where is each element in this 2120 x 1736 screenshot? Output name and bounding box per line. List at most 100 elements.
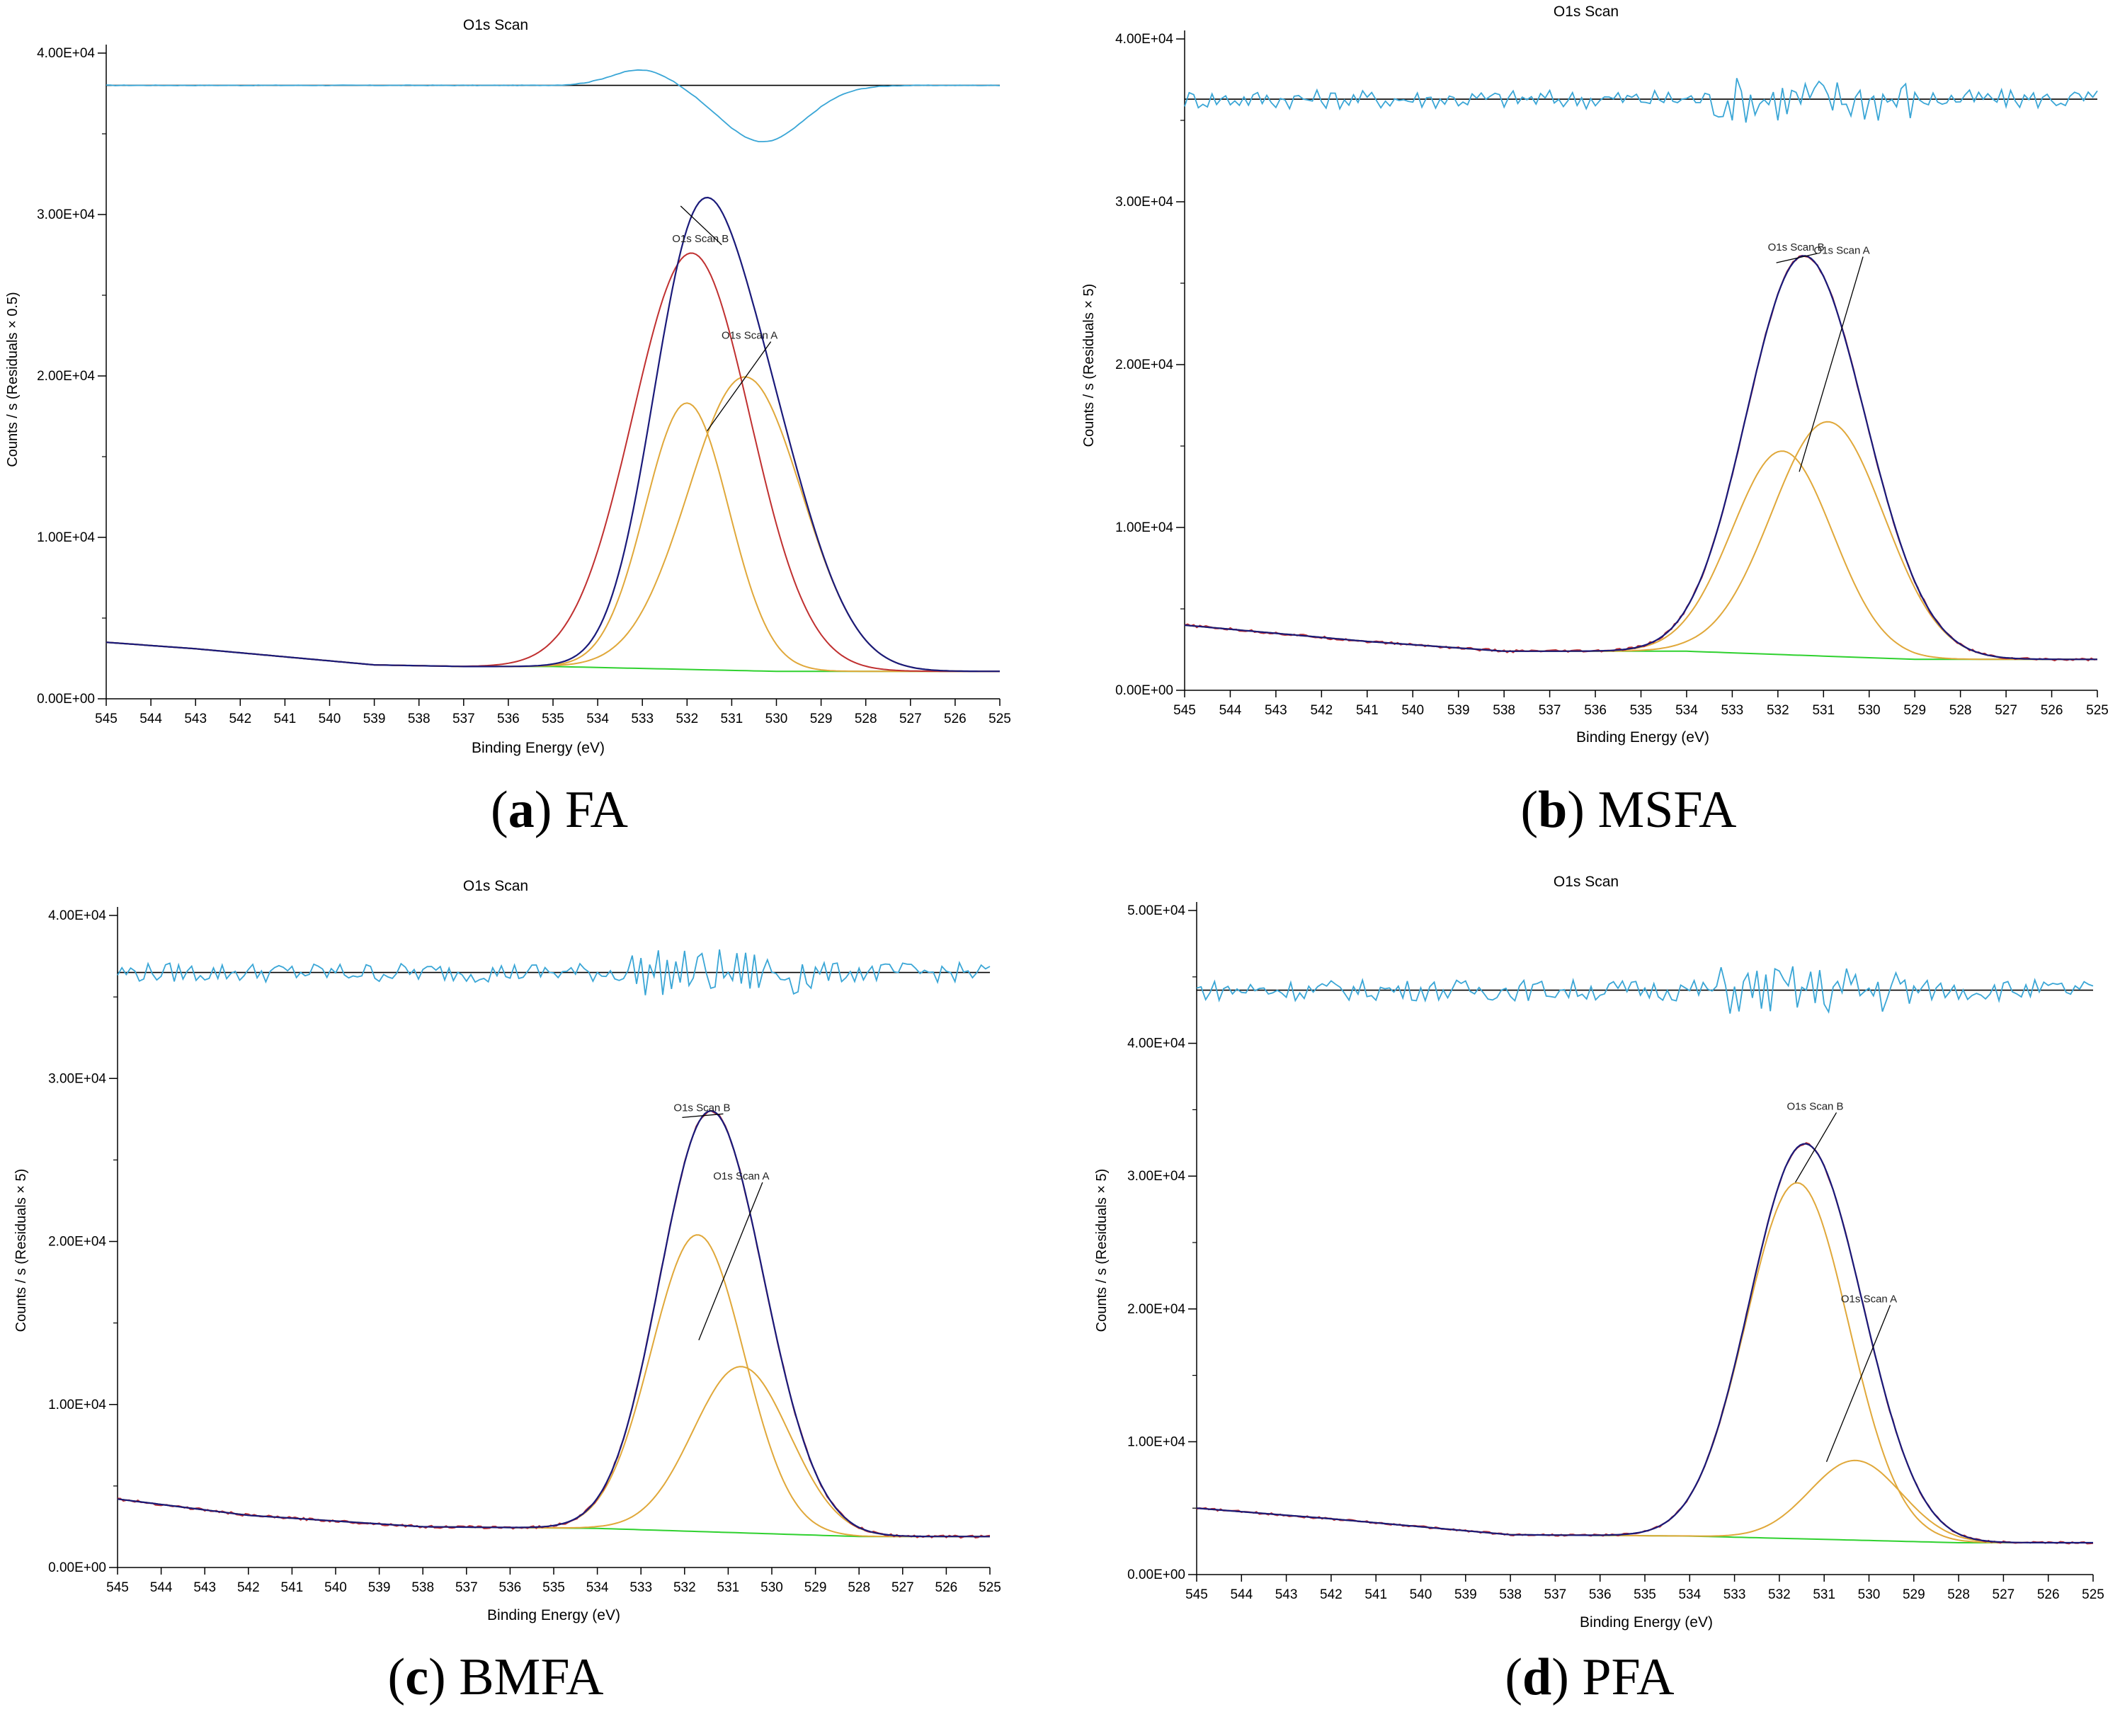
x-tick-label: 525	[988, 712, 1011, 726]
x-tick-label: 527	[891, 1580, 914, 1595]
panel-caption: (d) PFA	[1505, 1648, 1674, 1706]
x-tick-label: 543	[1265, 703, 1287, 718]
x-tick-label: 533	[629, 1580, 652, 1595]
y-tick-label: 2.00E+04	[48, 1235, 106, 1250]
y-tick-label: 1.00E+04	[37, 530, 95, 545]
y-tick-label: 2.00E+04	[1127, 1302, 1185, 1317]
background-curve	[1196, 1507, 2093, 1543]
peak-label-leader	[682, 1113, 724, 1119]
x-tick-label: 535	[542, 1580, 565, 1595]
peak-label-leader	[680, 205, 722, 246]
panel-a: O1s Scan 0.00E+00 1.00E+04 2.00E+04 3.00E+04…	[5, 17, 1011, 839]
peak-label: O1s Scan B	[673, 1102, 730, 1114]
chart-title: O1s Scan	[463, 17, 528, 33]
panel-caption-letter: (	[1505, 1648, 1522, 1706]
x-tick-label: 540	[324, 1580, 347, 1595]
x-tick-label: 525	[979, 1580, 1001, 1595]
panel-c: O1s Scan 0.00E+00 1.00E+04 2.00E+04 3.00E+04…	[13, 878, 1001, 1706]
panel-caption: (a) FA	[491, 781, 628, 839]
panel-caption-text: ) PFA	[1551, 1648, 1674, 1706]
y-tick-label: 0.00E+00	[48, 1560, 106, 1575]
x-tick-label: 534	[1675, 703, 1698, 718]
x-tick-label: 541	[274, 712, 297, 726]
x-tick-label: 539	[363, 712, 386, 726]
peak-label: O1s Scan A	[1841, 1293, 1897, 1305]
panel-b: O1s Scan 0.00E+00 1.00E+04 2.00E+04 3.00E+04…	[1081, 4, 2109, 839]
x-tick-label: 535	[1630, 703, 1653, 718]
y-tick-label: 0.00E+00	[1115, 683, 1173, 698]
component-curve-o1s-scan-b	[1184, 450, 2097, 661]
x-axis-label: Binding Energy (eV)	[472, 740, 605, 756]
x-tick-label: 544	[1230, 1587, 1253, 1602]
peak-label-leader	[698, 1182, 763, 1341]
x-axis-label: Binding Energy (eV)	[487, 1607, 620, 1623]
x-tick-label: 531	[1813, 1587, 1835, 1602]
y-axis-label: Counts / s (Residuals × 5)	[1094, 1169, 1110, 1332]
envelope-curve	[117, 1109, 990, 1538]
x-tick-label: 525	[2086, 703, 2109, 718]
peak-label-leader	[1825, 1305, 1891, 1462]
x-tick-label: 530	[1858, 703, 1881, 718]
y-tick-label: 2.00E+04	[37, 369, 95, 384]
x-tick-label: 526	[2041, 703, 2063, 718]
envelope-curve	[1196, 1143, 2093, 1544]
x-tick-label: 528	[848, 1580, 870, 1595]
component-curve-o1s-scan-a	[106, 376, 1000, 673]
panel-caption-letter-bold: b	[1538, 781, 1567, 839]
raw-data-curve	[1184, 254, 2098, 662]
component-curve-o1s-scan-a	[1184, 421, 2097, 661]
x-tick-label: 539	[368, 1580, 391, 1595]
x-tick-label: 545	[106, 1580, 129, 1595]
residual-curve	[1196, 966, 2094, 1014]
x-tick-label: 527	[899, 712, 922, 726]
x-tick-label: 537	[1544, 1587, 1567, 1602]
peak-label-leader	[1776, 253, 1818, 263]
x-tick-label: 543	[1275, 1587, 1298, 1602]
x-tick-label: 544	[150, 1580, 173, 1595]
residual-curve	[117, 949, 991, 995]
x-tick-label: 542	[1310, 703, 1333, 718]
x-tick-label: 534	[586, 1580, 609, 1595]
raw-data-curve	[1196, 1142, 2094, 1545]
peak-label: O1s Scan A	[713, 1170, 769, 1182]
x-tick-label: 534	[1678, 1587, 1701, 1602]
y-tick-label: 5.00E+04	[1127, 903, 1185, 918]
y-tick-label: 3.00E+04	[1115, 195, 1173, 210]
x-tick-label: 533	[1723, 1587, 1746, 1602]
x-tick-label: 531	[721, 712, 743, 726]
panel-caption: (c) BMFA	[388, 1648, 604, 1706]
x-tick-label: 529	[1903, 703, 1926, 718]
y-tick-label: 4.00E+04	[48, 908, 106, 923]
peak-label: O1s Scan A	[722, 330, 777, 342]
chart-title: O1s Scan	[463, 878, 528, 894]
chart-title: O1s Scan	[1554, 4, 1619, 20]
panel-caption-letter: (	[388, 1648, 406, 1706]
y-axis-label: Counts / s (Residuals × 5)	[1081, 284, 1097, 447]
x-tick-label: 536	[497, 712, 520, 726]
y-axis-label: Counts / s (Residuals × 0.5)	[5, 292, 21, 467]
x-tick-label: 545	[1173, 703, 1196, 718]
x-tick-label: 528	[1947, 1587, 1970, 1602]
envelope-curve	[106, 196, 1000, 673]
panel-caption-text: ) BMFA	[428, 1648, 603, 1706]
x-tick-label: 544	[1219, 703, 1242, 718]
y-tick-label: 4.00E+04	[1115, 32, 1173, 47]
raw-data-curve	[117, 1109, 991, 1539]
panel-caption: (b) MSFA	[1520, 781, 1736, 839]
x-tick-label: 539	[1447, 703, 1470, 718]
x-tick-label: 526	[2037, 1587, 2060, 1602]
background-curve	[1184, 624, 2097, 661]
peak-label: O1s Scan A	[1813, 245, 1869, 257]
y-tick-label: 3.00E+04	[37, 207, 95, 222]
raw-data-curve	[106, 252, 1000, 673]
component-curve-o1s-scan-b	[1196, 1182, 2093, 1543]
x-tick-label: 533	[631, 712, 654, 726]
x-tick-label: 543	[184, 712, 207, 726]
component-curve-o1s-scan-a	[117, 1366, 990, 1538]
component-curve-o1s-scan-b	[106, 402, 1000, 673]
peak-label-leader	[707, 341, 772, 431]
y-tick-label: 4.00E+04	[37, 46, 95, 61]
x-tick-label: 538	[408, 712, 431, 726]
chart-title: O1s Scan	[1554, 874, 1619, 890]
x-tick-label: 529	[810, 712, 833, 726]
